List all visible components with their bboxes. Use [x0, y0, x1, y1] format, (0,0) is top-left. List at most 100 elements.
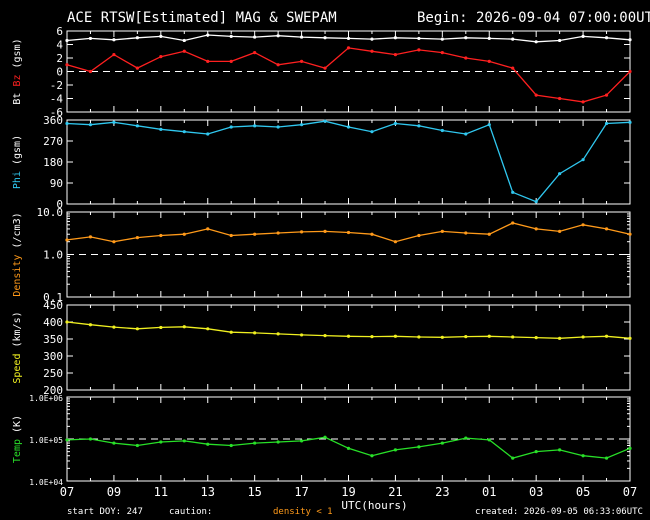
y-axis-label-phi: Phi (gsm) [12, 135, 23, 189]
y-axis-label-part: (gsm) [12, 38, 23, 74]
y-axis-label-part: (gsm) [12, 135, 23, 171]
y-axis-label-part: Speed [12, 354, 23, 384]
data-point-density [511, 221, 515, 225]
data-point-phi [135, 124, 139, 128]
data-point-bz [393, 53, 398, 57]
data-point-temp [511, 456, 515, 460]
begin-timestamp: Begin: 2026-09-04 07:00:00UTC [417, 10, 650, 26]
x-tick-label: 17 [294, 485, 308, 499]
data-point-phi [487, 123, 491, 127]
data-point-temp [88, 437, 93, 441]
data-point-temp [299, 439, 304, 443]
data-point-temp [393, 448, 398, 452]
data-point-temp [182, 439, 186, 443]
data-point-phi [346, 125, 351, 129]
y-axis-label-part: Temp [12, 439, 23, 463]
y-tick-label-mag: 6 [56, 25, 63, 38]
data-point-bz [88, 69, 93, 74]
data-point-bz [229, 59, 233, 63]
y-axis-label-part: (K) [12, 415, 23, 439]
y-tick-label-speed: 300 [43, 350, 63, 363]
data-point-speed [604, 334, 609, 338]
data-point-speed [487, 334, 491, 338]
data-point-density [159, 233, 163, 238]
y-tick-label-phi: 360 [43, 114, 63, 127]
data-point-density [229, 233, 233, 238]
data-point-speed [464, 335, 468, 339]
data-point-temp [135, 443, 139, 448]
chart-title: ACE RTSW[Estimated] MAG & SWEPAM [67, 10, 337, 26]
data-point-phi [370, 130, 374, 134]
data-point-bt [440, 37, 444, 41]
y-tick-label-speed: 200 [43, 384, 63, 397]
y-tick-label-mag: -6 [50, 106, 63, 119]
y-axis-label-density: Density (/cm3) [12, 212, 23, 296]
data-point-phi [253, 124, 257, 128]
data-point-bz [182, 49, 186, 53]
data-point-bz [276, 63, 280, 67]
y-axis-label-part: Bt [12, 93, 23, 105]
data-point-density [182, 232, 186, 236]
data-point-phi [276, 125, 280, 129]
data-point-density [487, 232, 491, 236]
data-point-density [604, 227, 609, 231]
data-point-temp [417, 445, 421, 449]
data-point-bt [253, 35, 257, 39]
data-point-bt [370, 37, 374, 41]
data-point-density [393, 240, 398, 244]
y-axis-label-temp: Temp (K) [12, 415, 23, 463]
data-point-density [65, 238, 69, 242]
data-point-temp [323, 435, 327, 439]
y-tick-label-temp: 1.0E+04 [29, 478, 63, 487]
data-point-bt [581, 34, 585, 39]
data-point-bz [159, 55, 163, 59]
data-point-speed [628, 336, 632, 340]
y-tick-label-mag: -2 [50, 79, 63, 92]
y-tick-label-mag: -4 [50, 93, 64, 106]
data-point-speed [299, 333, 304, 337]
data-point-bz [534, 93, 538, 97]
data-point-speed [581, 335, 585, 339]
data-point-density [440, 229, 444, 233]
data-point-phi [206, 132, 210, 136]
data-point-phi [393, 121, 398, 126]
data-point-bt [323, 36, 327, 40]
data-point-speed [253, 331, 257, 335]
y-tick-label-temp: 1.0E+06 [29, 394, 63, 403]
data-point-bz [487, 59, 491, 63]
created-timestamp: created: 2026-09-05 06:33:06UTC [475, 507, 643, 517]
data-point-bt [229, 34, 233, 39]
data-point-bz [206, 59, 210, 63]
y-tick-label-mag: 4 [56, 39, 63, 52]
y-tick-label-density: 10.0 [37, 206, 64, 219]
data-point-bt [182, 38, 186, 43]
data-point-speed [182, 325, 186, 329]
y-tick-label-phi: 90 [50, 177, 63, 190]
data-point-density [417, 233, 421, 238]
data-point-temp [440, 441, 444, 445]
data-point-bt [558, 38, 562, 43]
data-point-phi [440, 128, 444, 133]
start-doy: start DOY: 247 [67, 507, 143, 517]
y-tick-label-density: 1.0 [43, 249, 63, 262]
data-point-bz [511, 66, 515, 70]
x-tick-label: 05 [576, 485, 590, 499]
data-point-temp [628, 446, 632, 450]
data-point-density [581, 223, 585, 227]
data-point-bz [464, 56, 468, 60]
data-point-bt [346, 36, 351, 41]
x-tick-label: 21 [388, 485, 402, 499]
data-point-bt [604, 36, 609, 40]
data-point-bt [276, 34, 280, 38]
data-point-density [112, 240, 116, 244]
data-point-bz [112, 53, 116, 57]
density-caution-note: density < 1 [273, 507, 333, 517]
y-tick-label-mag: 2 [56, 52, 63, 65]
y-axis-label-mag: Bt Bz (gsm) [12, 38, 23, 104]
data-point-speed [534, 336, 538, 340]
data-point-speed [206, 327, 210, 331]
data-point-bz [346, 46, 351, 50]
y-tick-label-speed: 400 [43, 316, 63, 329]
data-point-density [253, 232, 257, 236]
y-axis-label-part: Bz [12, 75, 23, 87]
